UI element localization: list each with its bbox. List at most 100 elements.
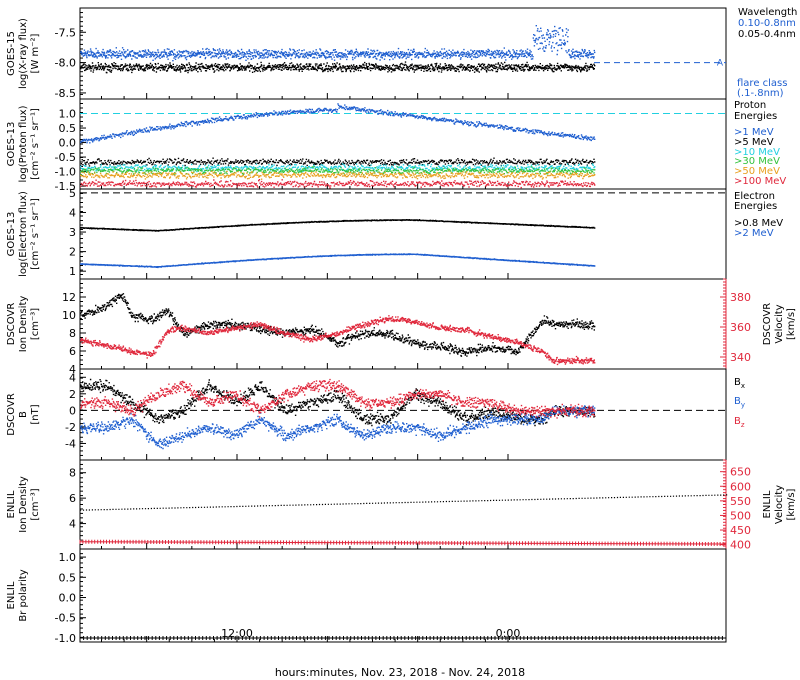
y-tick-label: -8.0 bbox=[55, 57, 76, 70]
legend-entry: >1 MeV bbox=[734, 127, 774, 138]
y-axis-label: log(X-ray flux) bbox=[18, 18, 29, 89]
series-by bbox=[80, 405, 596, 450]
legend-entry: >2 MeV bbox=[734, 228, 774, 239]
y-axis-label-right: [km/s] bbox=[786, 308, 797, 340]
y-tick-label: 6 bbox=[69, 492, 76, 505]
y-axis-label: [cm⁻² s⁻¹ sr⁻¹] bbox=[30, 198, 41, 270]
y-tick-label: 4 bbox=[69, 363, 76, 376]
y-tick-label: 4 bbox=[69, 206, 76, 219]
panel-frame bbox=[79, 459, 727, 550]
y-axis-label-right: [km/s] bbox=[786, 488, 797, 520]
panel-goes15-xray: -7.5 -8.0 -8.5 GOES-15 log(X-ray flux) [W m⁻²… bbox=[6, 7, 797, 100]
series-enlil-velocity-line bbox=[79, 541, 727, 545]
y-axis-label: [cm⁻² s⁻¹ sr⁻¹] bbox=[30, 108, 41, 180]
y-tick-label: 0.0 bbox=[59, 592, 77, 605]
series-ion-density-points bbox=[80, 293, 596, 357]
y-axis-label: [nT] bbox=[30, 404, 41, 424]
y-axis-label-right: Velocity bbox=[774, 485, 785, 524]
y-tick-label: -4 bbox=[65, 437, 76, 450]
legend-entry: >100 MeV bbox=[734, 176, 786, 187]
series-bz-points bbox=[80, 378, 596, 419]
y-axis-label: GOES-15 bbox=[6, 31, 17, 76]
series-proton-5 bbox=[80, 179, 596, 189]
series-electron-0-points bbox=[80, 219, 596, 232]
panel-goes13-proton: 1.00.5 0.0-0.5 -1.0-1.5 GOES-13 log(Proton f… bbox=[6, 98, 786, 193]
series-electron-0 bbox=[80, 219, 596, 232]
y-axis-label: Ion Density bbox=[18, 476, 29, 533]
y-axis-label: DSCOVR bbox=[6, 303, 17, 346]
series-enlil-density bbox=[80, 494, 728, 511]
y-tick-label: 1.0 bbox=[59, 108, 77, 121]
y-axis-label: DSCOVR bbox=[6, 393, 17, 436]
y-tick-label: 1 bbox=[69, 265, 76, 278]
series-velocity bbox=[80, 315, 596, 366]
y-axis-label: log(Electron flux) bbox=[18, 191, 29, 277]
legend-entry: 0.05-0.4nm bbox=[738, 29, 796, 40]
x-tick-label: 0:00 bbox=[496, 627, 521, 640]
y-tick-label: -1.5 bbox=[55, 180, 76, 193]
y-tick-label: 12 bbox=[62, 291, 76, 304]
y-tick-label: 2 bbox=[69, 246, 76, 259]
y-tick-label: -1.0 bbox=[55, 166, 76, 179]
panel-goes13-electron: 5 4 3 2 1 GOES-13 log(Electron flux) [cm⁻² s⁻¹ … bbox=[6, 187, 783, 280]
series-proton-2 bbox=[80, 163, 596, 173]
y-tick-label-right: 500 bbox=[730, 509, 751, 522]
series-xray-long bbox=[80, 25, 596, 62]
y-axis-label: B bbox=[18, 411, 29, 418]
y-axis-label: GOES-13 bbox=[6, 212, 17, 257]
legend-entry: Energies bbox=[734, 111, 777, 122]
legend-entry: (.1-.8nm) bbox=[737, 88, 784, 99]
y-tick-label: 2 bbox=[69, 388, 76, 401]
y-tick-label: 4 bbox=[69, 371, 76, 384]
series-proton-1mev-points bbox=[80, 103, 596, 144]
y-tick-label: -8.5 bbox=[55, 87, 76, 100]
y-axis-label: [cm⁻³] bbox=[30, 308, 41, 340]
y-tick-label: 1.0 bbox=[59, 551, 77, 564]
y-tick-label-right: 450 bbox=[730, 524, 751, 537]
series-bz bbox=[80, 378, 596, 419]
series-proton-1 bbox=[80, 157, 596, 167]
series-electron-1 bbox=[80, 253, 596, 269]
x-axis-label: hours:minutes, Nov. 23, 2018 - Nov. 24, … bbox=[275, 666, 525, 679]
chart-panels: -7.5 -8.0 -8.5 GOES-15 log(X-ray flux) [W m⁻²… bbox=[6, 7, 797, 645]
series-by-points bbox=[80, 405, 596, 450]
series-proton-5-points bbox=[80, 179, 596, 189]
y-tick-label-right: 600 bbox=[730, 480, 751, 493]
legend-entry: 0.10-0.8nm bbox=[738, 18, 796, 29]
y-tick-label: 6 bbox=[69, 345, 76, 358]
y-tick-label: -0.5 bbox=[55, 612, 76, 625]
panel-enlil-polarity: 1.0 0.5 0.0 -0.5 -1.0 ENLIL Br polarity bbox=[6, 548, 727, 645]
series-xray-short-points bbox=[80, 61, 596, 74]
series-velocity-points bbox=[80, 315, 596, 366]
y-tick-label-right: 360 bbox=[730, 321, 751, 334]
legend-entry: >0.8 MeV bbox=[734, 218, 783, 229]
y-tick-label: 0 bbox=[69, 404, 76, 417]
y-tick-label-right: 550 bbox=[730, 495, 751, 508]
y-tick-label: 8 bbox=[69, 467, 76, 480]
series-xray-long-points bbox=[80, 25, 596, 62]
y-tick-label: 3 bbox=[69, 226, 76, 239]
y-axis-label: [W m⁻²] bbox=[30, 33, 41, 73]
y-tick-label: 4 bbox=[69, 518, 76, 531]
y-tick-label: 5 bbox=[69, 187, 76, 200]
y-tick-label: -2 bbox=[65, 421, 76, 434]
panel-frame bbox=[79, 548, 727, 643]
y-tick-label: 0.5 bbox=[59, 571, 77, 584]
y-tick-label-right: 400 bbox=[730, 539, 751, 552]
legend-entry: Bz bbox=[734, 416, 745, 429]
legend-entry: >5 MeV bbox=[734, 137, 774, 148]
series-xray-short bbox=[80, 61, 596, 74]
legend-entry: Energies bbox=[734, 201, 777, 212]
x-axis: 12:00 0:00 hours:minutes, Nov. 23, 2018 … bbox=[221, 627, 525, 679]
flare-marker: A bbox=[717, 59, 724, 69]
panel-dscovr-b: 4 2 0 -2 -4 DSCOVR B [nT] Bx By Bz bbox=[6, 368, 745, 461]
y-tick-label-right: 380 bbox=[730, 291, 751, 304]
y-tick-label: 10 bbox=[62, 309, 76, 322]
legend-entry: flare class bbox=[737, 78, 787, 89]
series-proton-1mev bbox=[80, 103, 596, 144]
series-electron-1-points bbox=[80, 253, 596, 269]
series-ion-density bbox=[80, 293, 596, 357]
y-tick-label: 0.5 bbox=[59, 122, 77, 135]
